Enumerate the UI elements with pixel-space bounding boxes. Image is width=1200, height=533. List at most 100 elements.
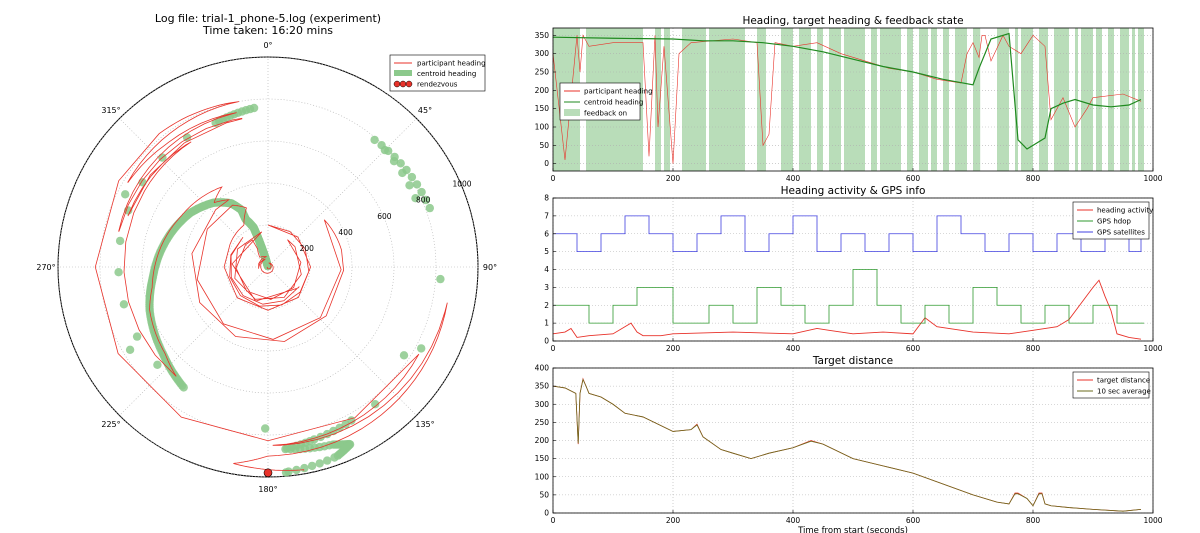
- centroid-heading-mark: [153, 360, 162, 369]
- y-tick-label: 0: [544, 337, 549, 346]
- legend-swatch: [405, 80, 413, 88]
- centroid-heading-mark: [417, 344, 426, 353]
- centroid-heading-mark: [114, 268, 123, 277]
- radial-tick-label: 800: [416, 196, 431, 205]
- legend-label: GPS hdop: [1097, 218, 1131, 226]
- x-tick-label: 600: [906, 344, 921, 353]
- feedback-span: [1081, 28, 1093, 171]
- feedback-span: [1108, 28, 1114, 171]
- angle-label: 0°: [263, 41, 272, 50]
- angle-label: 135°: [415, 420, 434, 429]
- centroid-heading-mark: [281, 468, 291, 477]
- x-tick-label: 1000: [1143, 174, 1162, 183]
- centroid-heading-mark: [407, 172, 417, 182]
- heading-chart: Heading, target heading & feedback state…: [535, 15, 1163, 183]
- x-tick-label: 800: [1026, 516, 1041, 525]
- y-tick-label: 2: [544, 301, 549, 310]
- y-tick-label: 150: [535, 454, 550, 463]
- feedback-span: [781, 28, 793, 171]
- y-tick-label: 200: [535, 86, 550, 95]
- x-tick-label: 800: [1026, 174, 1041, 183]
- y-tick-label: 150: [535, 104, 550, 113]
- feedback-span: [907, 28, 913, 171]
- legend-swatch: [399, 80, 407, 88]
- centroid-heading-mark: [384, 146, 393, 156]
- legend-swatch: [394, 70, 412, 76]
- centroid-heading-mark: [132, 332, 142, 341]
- y-tick-label: 0: [544, 159, 549, 168]
- y-tick-label: 200: [535, 436, 550, 445]
- feedback-span: [943, 28, 949, 171]
- centroid-heading-mark: [323, 456, 332, 465]
- centroid-heading-mark: [396, 159, 405, 168]
- angle-label: 180°: [258, 485, 277, 494]
- radial-tick-label: 1000: [452, 180, 471, 189]
- x-tick-label: 400: [786, 174, 801, 183]
- y-tick-label: 6: [544, 229, 549, 238]
- legend-label: GPS satellites: [1097, 229, 1145, 237]
- feedback-span: [799, 28, 811, 171]
- y-tick-label: 250: [535, 68, 550, 77]
- x-tick-label: 600: [906, 516, 921, 525]
- feedback-span: [829, 28, 841, 171]
- centroid-heading-mark: [402, 165, 411, 175]
- series-line-2: [553, 215, 1144, 253]
- y-tick-label: 350: [535, 382, 550, 391]
- chart-title: Heading activity & GPS info: [781, 185, 926, 197]
- centroid-heading-mark: [371, 400, 380, 409]
- feedback-span: [1021, 28, 1033, 171]
- x-tick-label: 400: [786, 344, 801, 353]
- y-tick-label: 5: [544, 247, 549, 256]
- polar-spoke: [119, 266, 269, 416]
- y-tick-label: 300: [535, 400, 550, 409]
- x-tick-label: 200: [666, 344, 681, 353]
- centroid-heading-mark: [300, 463, 309, 473]
- feedback-span: [682, 28, 706, 171]
- angle-label: 315°: [101, 106, 120, 115]
- centroid-heading-mark: [121, 190, 130, 199]
- x-tick-label: 600: [906, 174, 921, 183]
- centroid-heading-mark: [179, 383, 188, 392]
- x-tick-label: 800: [1026, 344, 1041, 353]
- centroid-heading-mark: [307, 461, 317, 471]
- centroid-heading-mark: [399, 351, 409, 360]
- figure-title-line2: Time taken: 16:20 mins: [202, 24, 333, 37]
- feedback-span: [871, 28, 877, 171]
- feedback-span: [931, 28, 937, 171]
- feedback-span: [757, 28, 766, 171]
- series-line-0: [552, 377, 1142, 512]
- centroid-heading-mark: [261, 424, 270, 433]
- centroid-heading-mark: [436, 274, 445, 284]
- y-tick-label: 0: [544, 509, 549, 518]
- feedback-span: [1054, 28, 1069, 171]
- x-tick-label: 1000: [1143, 516, 1162, 525]
- chart-title: Target distance: [812, 355, 893, 367]
- y-tick-label: 100: [535, 123, 550, 132]
- x-axis-label: Time from start (seconds): [797, 526, 908, 533]
- feedback-span: [1015, 28, 1018, 171]
- polar-spoke: [119, 118, 269, 268]
- feedback-span: [880, 28, 901, 171]
- y-tick-label: 100: [535, 472, 550, 481]
- x-tick-label: 200: [666, 516, 681, 525]
- y-tick-label: 50: [539, 490, 549, 499]
- y-tick-label: 8: [544, 194, 549, 203]
- x-tick-label: 200: [666, 174, 681, 183]
- feedback-span: [817, 28, 823, 171]
- legend-label: rendezvous: [417, 81, 458, 89]
- y-tick-label: 350: [535, 31, 550, 40]
- legend-label: heading activity: [1097, 207, 1153, 215]
- centroid-heading-mark: [119, 300, 129, 309]
- x-tick-label: 0: [551, 174, 556, 183]
- feedback-span: [1132, 28, 1135, 171]
- legend-label: participant heading: [417, 60, 486, 68]
- legend-label: centroid heading: [417, 70, 476, 78]
- series-line-0: [552, 34, 1142, 164]
- polar-grid-circle: [57, 56, 479, 478]
- centroid-heading-mark: [182, 133, 192, 142]
- feedback-span: [1096, 28, 1102, 171]
- y-tick-label: 50: [539, 141, 549, 150]
- legend-label: feedback on: [584, 110, 627, 118]
- feedback-span: [1120, 28, 1129, 171]
- centroid-heading-mark: [421, 195, 431, 205]
